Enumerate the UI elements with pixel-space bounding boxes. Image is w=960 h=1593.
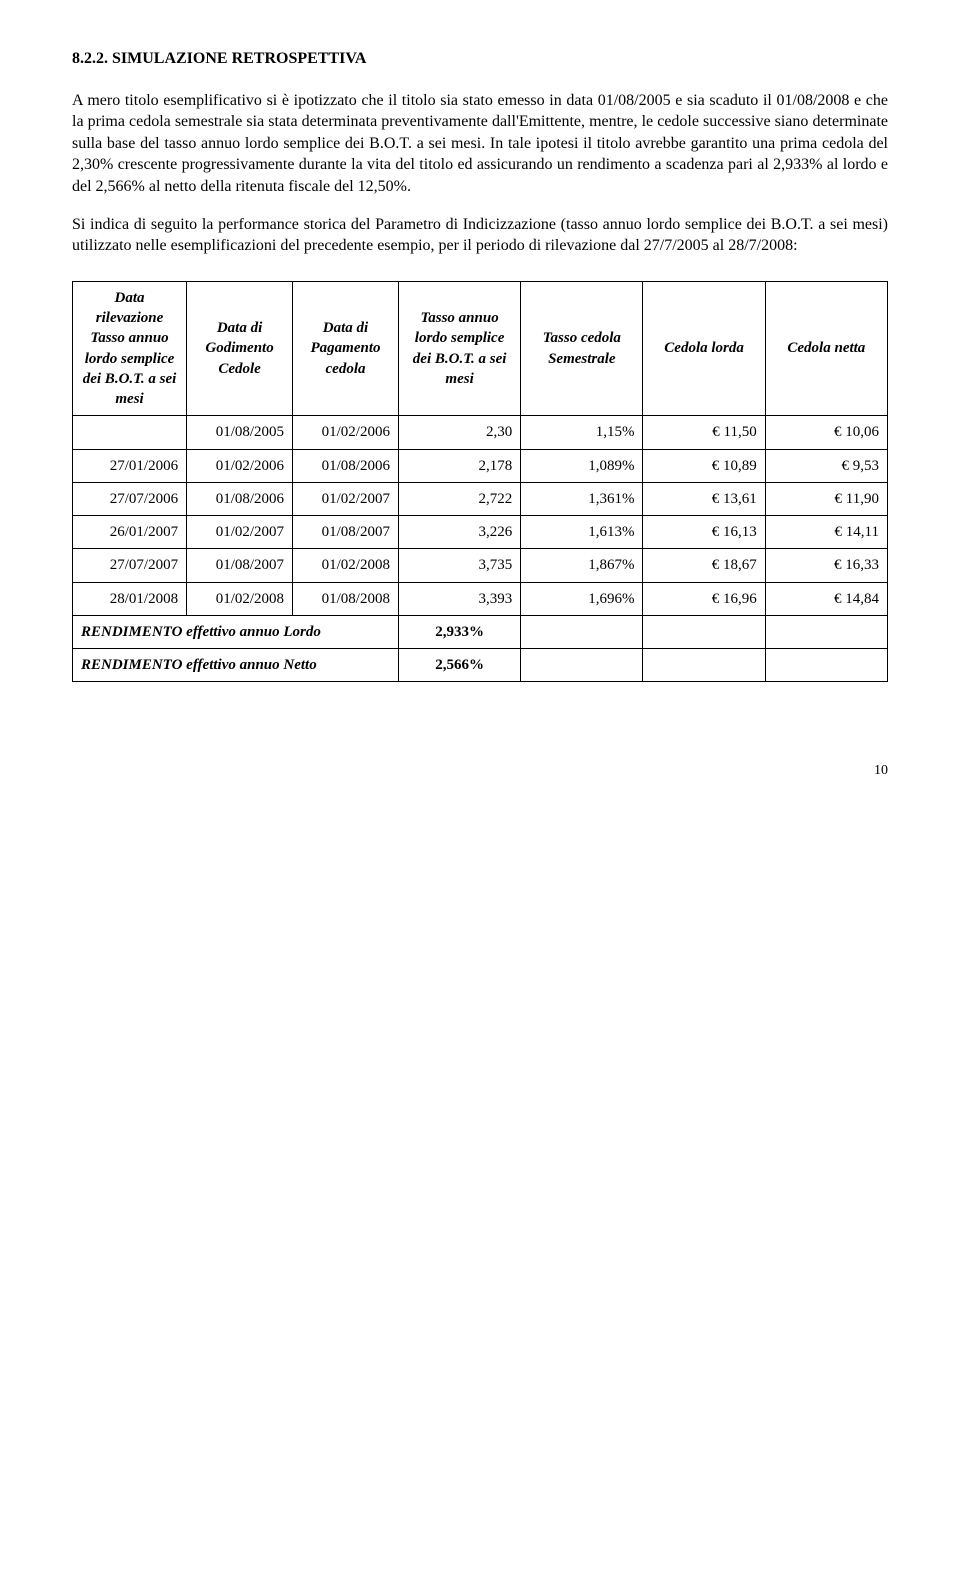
empty-cell xyxy=(643,649,765,682)
cell: € 11,90 xyxy=(765,482,887,515)
col-header-3: Tasso annuo lordo semplice dei B.O.T. a … xyxy=(398,281,520,416)
cell: € 9,53 xyxy=(765,449,887,482)
col-header-2: Data di Pagamento cedola xyxy=(293,281,399,416)
table-footer-row: RENDIMENTO effettivo annuo Netto 2,566% xyxy=(73,649,888,682)
cell: € 14,84 xyxy=(765,582,887,615)
empty-cell xyxy=(521,615,643,648)
table-row: 26/01/2007 01/02/2007 01/08/2007 3,226 1… xyxy=(73,516,888,549)
paragraph-2: Si indica di seguito la performance stor… xyxy=(72,214,888,257)
cell: 01/02/2008 xyxy=(293,549,399,582)
cell: € 16,13 xyxy=(643,516,765,549)
cell: 2,722 xyxy=(398,482,520,515)
cell: 1,867% xyxy=(521,549,643,582)
cell: € 18,67 xyxy=(643,549,765,582)
cell: 01/08/2008 xyxy=(293,582,399,615)
footer-label: RENDIMENTO effettivo annuo Netto xyxy=(73,649,399,682)
cell: 3,393 xyxy=(398,582,520,615)
cell: 01/08/2007 xyxy=(187,549,293,582)
cell: 27/01/2006 xyxy=(73,449,187,482)
cell: 27/07/2006 xyxy=(73,482,187,515)
cell: 01/08/2006 xyxy=(187,482,293,515)
cell: 2,30 xyxy=(398,416,520,449)
cell: 1,15% xyxy=(521,416,643,449)
table-row: 27/07/2007 01/08/2007 01/02/2008 3,735 1… xyxy=(73,549,888,582)
cell: 3,226 xyxy=(398,516,520,549)
cell: € 11,50 xyxy=(643,416,765,449)
cell: 3,735 xyxy=(398,549,520,582)
col-header-4: Tasso cedola Semestrale xyxy=(521,281,643,416)
cell: € 10,06 xyxy=(765,416,887,449)
col-header-5: Cedola lorda xyxy=(643,281,765,416)
cell: 1,696% xyxy=(521,582,643,615)
cell: 2,178 xyxy=(398,449,520,482)
empty-cell xyxy=(521,649,643,682)
empty-cell xyxy=(765,615,887,648)
table-row: 27/07/2006 01/08/2006 01/02/2007 2,722 1… xyxy=(73,482,888,515)
col-header-6: Cedola netta xyxy=(765,281,887,416)
footer-label: RENDIMENTO effettivo annuo Lordo xyxy=(73,615,399,648)
cell: 28/01/2008 xyxy=(73,582,187,615)
table-footer-row: RENDIMENTO effettivo annuo Lordo 2,933% xyxy=(73,615,888,648)
empty-cell xyxy=(643,615,765,648)
cell: 1,613% xyxy=(521,516,643,549)
footer-value: 2,566% xyxy=(398,649,520,682)
table-row: 27/01/2006 01/02/2006 01/08/2006 2,178 1… xyxy=(73,449,888,482)
cell: € 16,96 xyxy=(643,582,765,615)
page-number: 10 xyxy=(72,762,888,781)
cell: € 13,61 xyxy=(643,482,765,515)
cell: 1,089% xyxy=(521,449,643,482)
cell: 01/08/2006 xyxy=(293,449,399,482)
cell: 01/02/2007 xyxy=(293,482,399,515)
cell: € 14,11 xyxy=(765,516,887,549)
cell: 26/01/2007 xyxy=(73,516,187,549)
cell: 1,361% xyxy=(521,482,643,515)
footer-value: 2,933% xyxy=(398,615,520,648)
cell: 01/02/2006 xyxy=(293,416,399,449)
empty-cell xyxy=(765,649,887,682)
col-header-1: Data di Godimento Cedole xyxy=(187,281,293,416)
cell: 27/07/2007 xyxy=(73,549,187,582)
cell: 01/08/2007 xyxy=(293,516,399,549)
cell: € 16,33 xyxy=(765,549,887,582)
cell: € 10,89 xyxy=(643,449,765,482)
section-heading: 8.2.2. SIMULAZIONE RETROSPETTIVA xyxy=(72,48,888,70)
cell: 01/02/2007 xyxy=(187,516,293,549)
cell: 01/08/2005 xyxy=(187,416,293,449)
table-header-row: Data rilevazione Tasso annuo lordo sempl… xyxy=(73,281,888,416)
paragraph-1: A mero titolo esemplificativo si è ipoti… xyxy=(72,90,888,198)
table-row: 28/01/2008 01/02/2008 01/08/2008 3,393 1… xyxy=(73,582,888,615)
cell xyxy=(73,416,187,449)
cell: 01/02/2006 xyxy=(187,449,293,482)
cell: 01/02/2008 xyxy=(187,582,293,615)
col-header-0: Data rilevazione Tasso annuo lordo sempl… xyxy=(73,281,187,416)
simulation-table: Data rilevazione Tasso annuo lordo sempl… xyxy=(72,281,888,683)
table-row: 01/08/2005 01/02/2006 2,30 1,15% € 11,50… xyxy=(73,416,888,449)
